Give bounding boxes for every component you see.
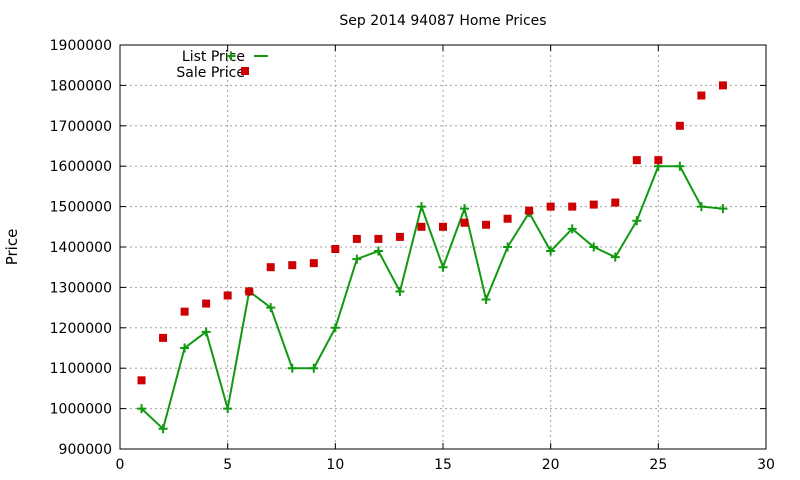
- list-price-point: [158, 424, 168, 434]
- chart-title: Sep 2014 94087 Home Prices: [339, 13, 546, 29]
- sale-price-point: [632, 156, 641, 165]
- list-price-point: [287, 363, 297, 373]
- sale-price-point: [352, 234, 361, 243]
- sale-price-point: [654, 156, 663, 165]
- list-price-point: [610, 252, 620, 262]
- y-tick-label: 1700000: [50, 119, 112, 135]
- y-tick-label: 1300000: [50, 280, 112, 296]
- series-layer: [137, 81, 728, 434]
- y-tick-label: 1200000: [50, 321, 112, 337]
- y-tick-label: 1100000: [50, 361, 112, 377]
- sale-price-point: [503, 214, 512, 223]
- y-tick-label: 1000000: [50, 402, 112, 418]
- x-tick-label: 20: [542, 457, 560, 473]
- sale-price-point: [266, 263, 275, 272]
- sale-price-point: [202, 299, 211, 308]
- x-tick-label: 15: [434, 457, 452, 473]
- sale-price-point: [309, 259, 318, 268]
- list-price-point: [632, 216, 642, 226]
- list-price-point: [180, 343, 190, 353]
- x-tick-label: 10: [326, 457, 344, 473]
- sale-price-point: [374, 234, 383, 243]
- x-tick-label: 0: [116, 457, 125, 473]
- y-tick-label: 1500000: [50, 200, 112, 216]
- sale-price-point: [245, 287, 254, 296]
- list-price-point: [481, 295, 491, 305]
- sale-price-point: [718, 81, 727, 90]
- y-tick-label: 900000: [59, 442, 112, 458]
- list-price-point: [460, 204, 470, 214]
- x-tick-label: 30: [757, 457, 775, 473]
- list-price-point: [567, 224, 577, 234]
- sale-price-point: [331, 245, 340, 254]
- sale-price-point: [223, 291, 232, 300]
- list-price-point: [223, 404, 233, 414]
- x-tick-label: 5: [223, 457, 232, 473]
- list-price-line: [140, 165, 724, 431]
- sale-price-point: [675, 121, 684, 130]
- sale-price-point: [460, 218, 469, 227]
- list-price-point: [589, 242, 599, 252]
- list-price-point: [696, 202, 706, 212]
- y-tick-label: 1800000: [50, 78, 112, 94]
- list-price-point: [395, 286, 405, 296]
- list-price-point: [330, 323, 340, 333]
- sale-price-point: [697, 91, 706, 100]
- list-price-point: [503, 242, 513, 252]
- y-tick-label: 1600000: [50, 159, 112, 175]
- y-tick-label: 1900000: [50, 38, 112, 54]
- list-price-point: [438, 262, 448, 272]
- x-tick-label: 25: [649, 457, 667, 473]
- sale-price-point: [482, 220, 491, 229]
- sale-price-point: [395, 232, 404, 241]
- legend-label-list-price: List Price: [182, 49, 245, 65]
- sale-price-point: [417, 222, 426, 231]
- sale-price-point: [137, 376, 146, 385]
- y-tick-label: 1400000: [50, 240, 112, 256]
- list-price-point: [309, 363, 319, 373]
- list-price-point: [373, 246, 383, 256]
- list-price-point: [352, 254, 362, 264]
- y-axis-label: Price: [3, 229, 21, 266]
- list-price-point: [718, 204, 728, 214]
- sale-price-point: [546, 202, 555, 211]
- list-price-point: [546, 246, 556, 256]
- list-price-point: [266, 303, 276, 313]
- sale-price-point: [589, 200, 598, 209]
- list-price-point: [416, 202, 426, 212]
- sale-price-point: [568, 202, 577, 211]
- legend-marker-sale-price: [241, 67, 249, 75]
- sale-price-point: [288, 261, 297, 270]
- sale-price-point: [611, 198, 620, 207]
- sale-price-point: [159, 333, 168, 342]
- legend-label-sale-price: Sale Price: [176, 65, 245, 81]
- list-price-point: [675, 161, 685, 171]
- series-sale-price: [137, 81, 727, 385]
- legend: List Price Sale Price: [176, 49, 268, 81]
- axis-ticks: 0 5 10 15 20 25 30 900000 1000000 1100000 1200000 1…: [50, 38, 775, 473]
- sale-price-point: [180, 307, 189, 316]
- legend-marker-list-price: [226, 51, 236, 61]
- sale-price-point: [439, 222, 447, 231]
- series-list-price: [137, 161, 728, 434]
- sale-price-point: [525, 206, 534, 215]
- list-price-point: [137, 404, 147, 414]
- list-price-point: [201, 327, 211, 337]
- grid: [120, 45, 766, 449]
